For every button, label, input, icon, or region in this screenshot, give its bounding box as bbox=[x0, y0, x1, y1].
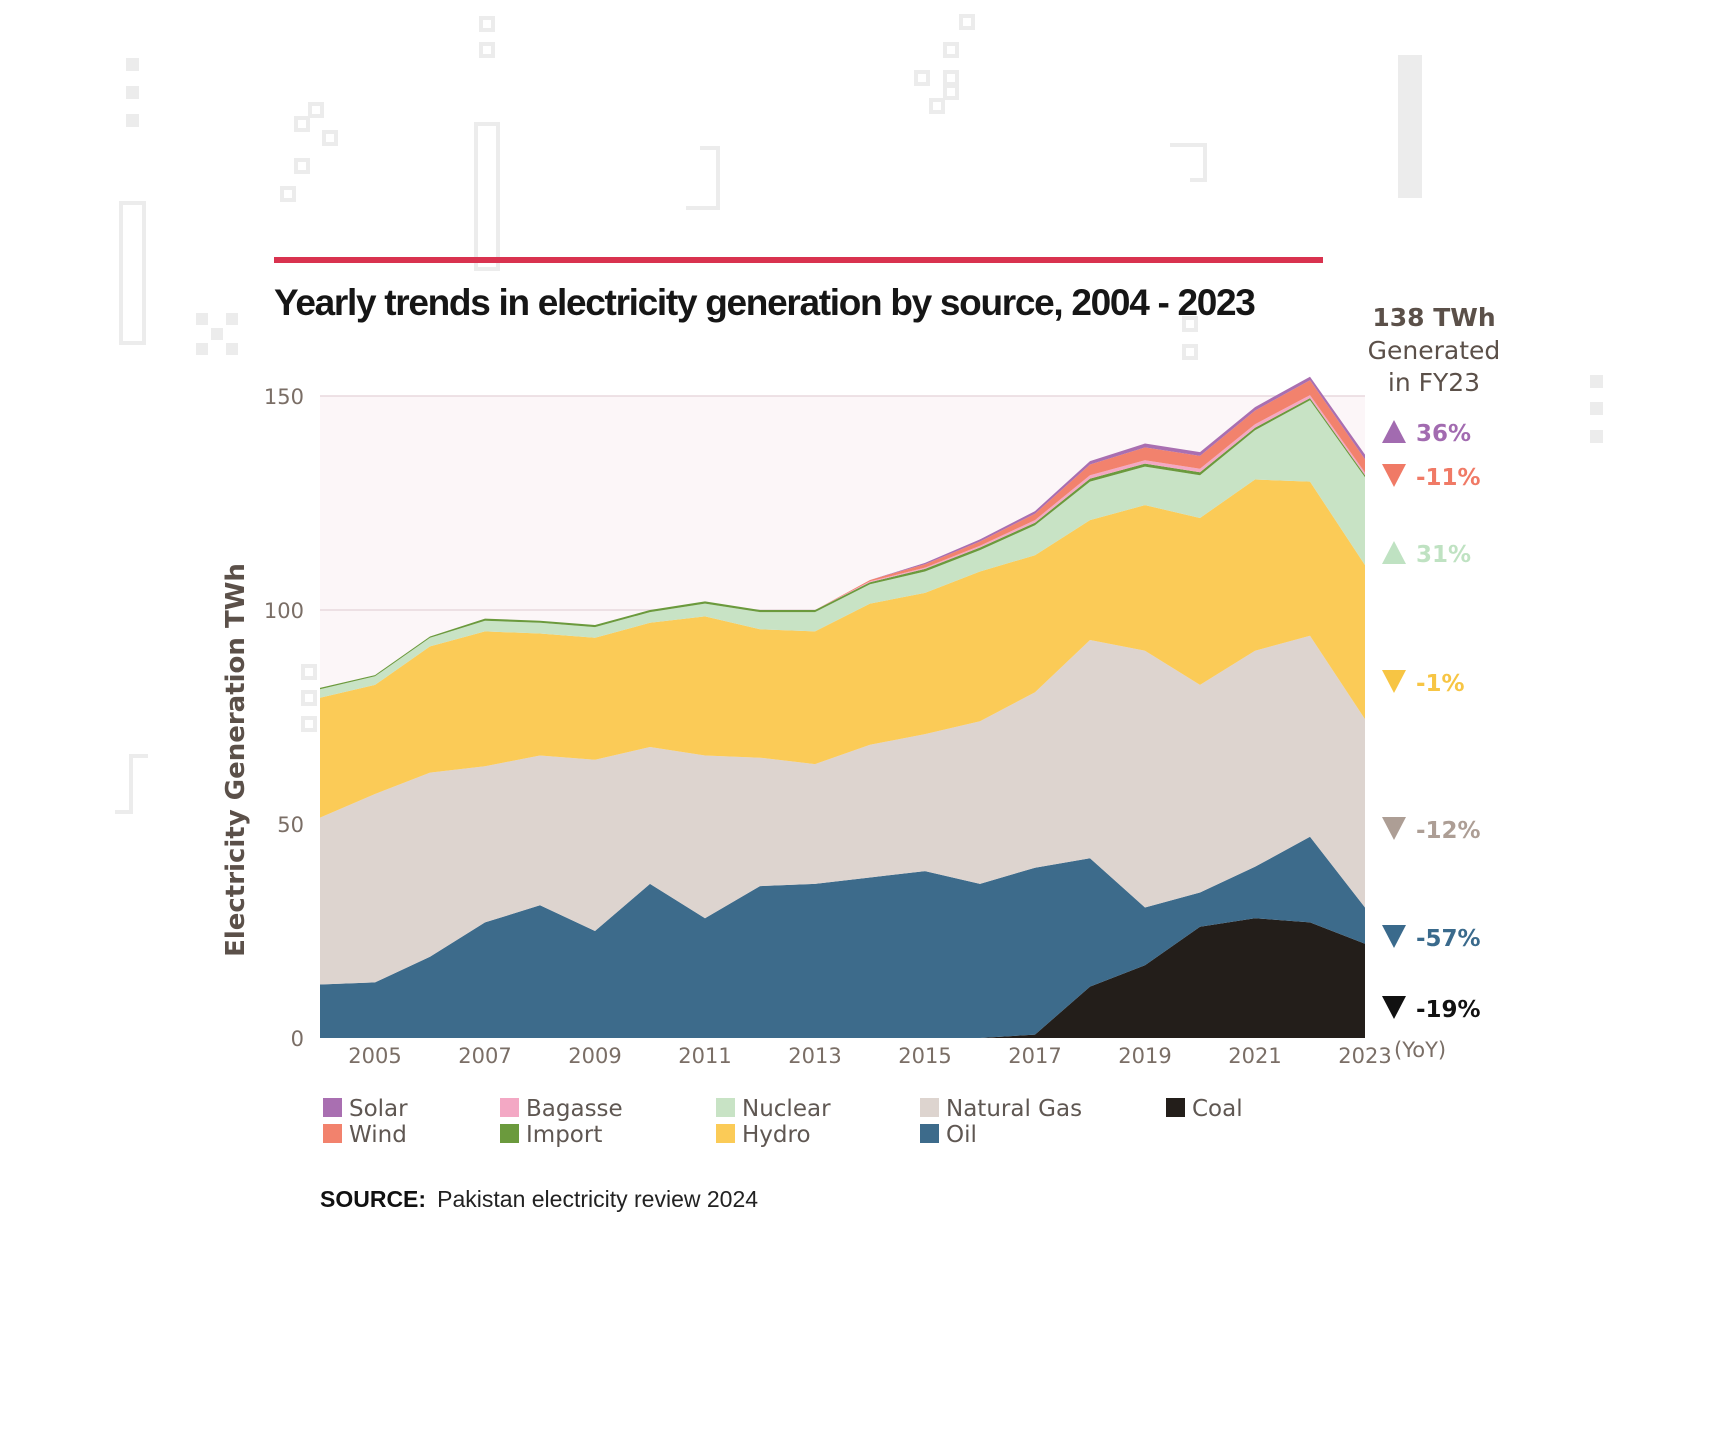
triangle-down-icon bbox=[1382, 996, 1406, 1019]
summary-total: 138 TWh bbox=[1372, 303, 1495, 332]
legend-swatch bbox=[500, 1098, 519, 1117]
x-tick-label: 2019 bbox=[1118, 1044, 1171, 1068]
source-text: Pakistan electricity review 2024 bbox=[437, 1186, 758, 1212]
yoy-change-coal: -19% bbox=[1416, 997, 1481, 1023]
yoy-change-natural-gas: -12% bbox=[1416, 818, 1481, 844]
legend-swatch bbox=[1166, 1098, 1185, 1117]
summary-line-2: Generated bbox=[1368, 336, 1501, 365]
area-oil bbox=[320, 836, 1365, 1038]
legend-item-coal: Coal bbox=[1166, 1096, 1243, 1122]
area-natural-gas bbox=[320, 635, 1365, 985]
y-axis-ticks: 0 50 100 150 bbox=[264, 385, 304, 1051]
y-tick-label: 50 bbox=[277, 813, 304, 837]
legend-item-oil: Oil bbox=[920, 1122, 977, 1148]
x-tick-label: 2009 bbox=[568, 1044, 621, 1068]
legend-swatch bbox=[716, 1098, 735, 1117]
legend-label: Nuclear bbox=[742, 1096, 831, 1122]
yoy-change-solar: 36% bbox=[1416, 421, 1471, 447]
source-note: SOURCE: Pakistan electricity review 2024 bbox=[320, 1186, 758, 1212]
legend-label: Bagasse bbox=[526, 1096, 623, 1122]
triangle-up-icon bbox=[1382, 541, 1406, 564]
legend-swatch bbox=[716, 1124, 735, 1143]
chart-title: Yearly trends in electricity generation … bbox=[274, 282, 1255, 323]
y-tick-label: 0 bbox=[291, 1027, 304, 1051]
x-tick-label: 2005 bbox=[348, 1044, 401, 1068]
triangle-down-icon bbox=[1382, 925, 1406, 948]
yoy-change-nuclear: 31% bbox=[1416, 542, 1471, 568]
legend-label: Import bbox=[526, 1122, 602, 1148]
yoy-changes: 36% -11% 31% -1% -12% -57% -19% bbox=[1382, 420, 1481, 1023]
legend-item-nuclear: Nuclear bbox=[716, 1096, 831, 1122]
triangle-down-icon bbox=[1382, 817, 1406, 840]
x-tick-label: 2021 bbox=[1228, 1044, 1281, 1068]
legend-swatch bbox=[323, 1124, 342, 1143]
legend-item-wind: Wind bbox=[323, 1122, 407, 1148]
x-axis-ticks: 2005 2007 2009 2011 2013 2015 2017 2019 2021 2023 bbox=[348, 1044, 1391, 1068]
legend-swatch bbox=[920, 1098, 939, 1117]
area-coal bbox=[320, 918, 1365, 1038]
legend-label: Coal bbox=[1192, 1096, 1243, 1122]
legend-item-natural-gas: Natural Gas bbox=[920, 1096, 1082, 1122]
yoy-change-hydro: -1% bbox=[1416, 671, 1465, 697]
x-tick-label: 2007 bbox=[458, 1044, 511, 1068]
summary-line-3: in FY23 bbox=[1388, 368, 1480, 397]
x-tick-label: 2011 bbox=[678, 1044, 731, 1068]
y-axis-label: Electricity Generation TWh bbox=[221, 563, 251, 957]
yoy-change-wind: -11% bbox=[1416, 465, 1481, 491]
legend-label: Oil bbox=[946, 1122, 977, 1148]
legend-label: Natural Gas bbox=[946, 1096, 1082, 1122]
legend-label: Solar bbox=[349, 1096, 408, 1122]
area-series bbox=[320, 376, 1365, 1038]
legend-label: Wind bbox=[349, 1122, 407, 1148]
triangle-up-icon bbox=[1382, 420, 1406, 443]
accent-rule bbox=[274, 257, 1323, 263]
x-tick-label: 2015 bbox=[898, 1044, 951, 1068]
legend-item-solar: Solar bbox=[323, 1096, 408, 1122]
source-label: SOURCE: bbox=[320, 1186, 426, 1212]
yoy-change-oil: -57% bbox=[1416, 926, 1481, 952]
triangle-down-icon bbox=[1382, 670, 1406, 693]
area-nuclear bbox=[320, 400, 1365, 698]
x-tick-label: 2013 bbox=[788, 1044, 841, 1068]
triangle-down-icon bbox=[1382, 464, 1406, 487]
area-bagasse bbox=[320, 395, 1365, 688]
legend-swatch bbox=[323, 1098, 342, 1117]
y-tick-label: 150 bbox=[264, 385, 304, 409]
y-tick-label: 100 bbox=[264, 599, 304, 623]
yoy-label: (YoY) bbox=[1394, 1038, 1446, 1062]
area-wind bbox=[320, 380, 1365, 688]
legend-item-bagasse: Bagasse bbox=[500, 1096, 623, 1122]
legend-item-hydro: Hydro bbox=[716, 1122, 811, 1148]
x-tick-label: 2023 bbox=[1338, 1044, 1391, 1068]
background-ornaments bbox=[115, 14, 1603, 814]
legend-item-import: Import bbox=[500, 1122, 602, 1148]
legend-swatch bbox=[500, 1124, 519, 1143]
legend-label: Hydro bbox=[742, 1122, 811, 1148]
legend-swatch bbox=[920, 1124, 939, 1143]
area-hydro bbox=[320, 479, 1365, 818]
x-tick-label: 2017 bbox=[1008, 1044, 1061, 1068]
